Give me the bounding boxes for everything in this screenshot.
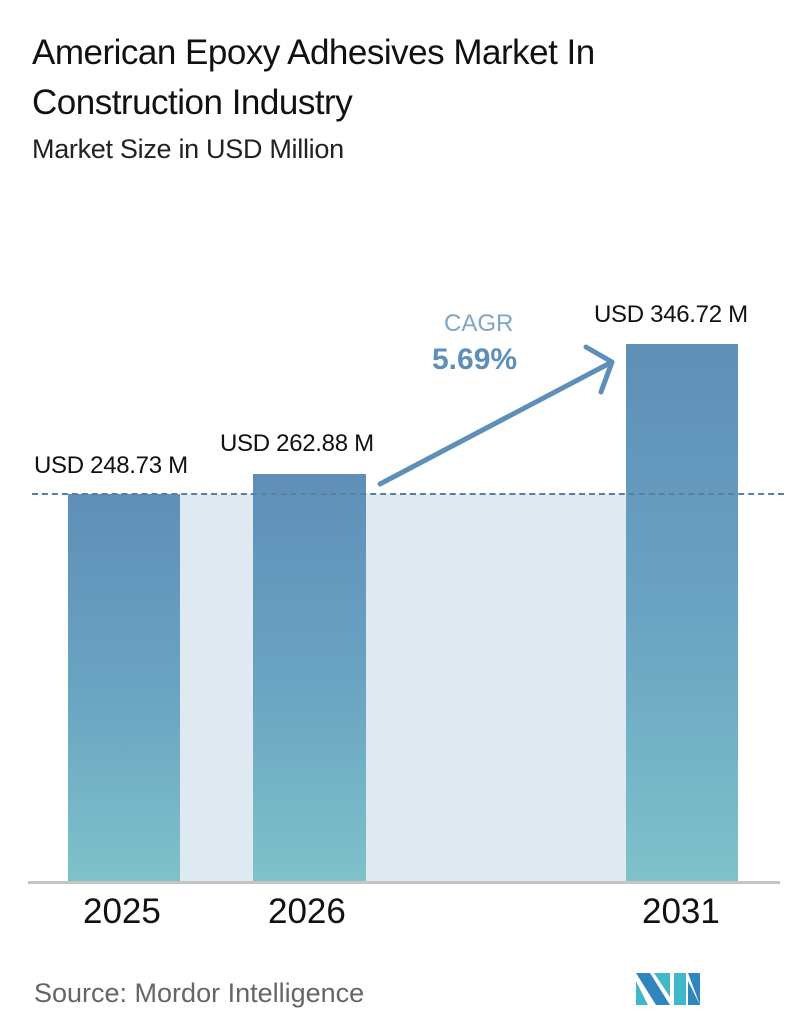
x-axis-line [28,881,780,884]
x-tick-2031: 2031 [642,892,720,931]
cagr-value: 5.69% [432,343,518,376]
bar-2031 [626,344,738,882]
chart-subtitle: Market Size in USD Million [32,134,344,164]
mordor-intelligence-logo-icon [636,973,700,1005]
bar-2026 [253,474,366,882]
chart-title: American Epoxy Adhesives Market In Const… [32,33,595,122]
source-text: Source: Mordor Intelligence [34,978,365,1008]
x-tick-2025: 2025 [83,892,161,931]
bar-label-2025: USD 248.73 M [34,452,188,479]
bar-label-2031: USD 346.72 M [594,301,748,328]
bar-2025 [68,494,180,882]
x-tick-2026: 2026 [268,892,346,931]
bar-label-2026: USD 262.88 M [220,430,374,457]
reference-dashed-line [32,493,784,495]
cagr-label: CAGR [444,310,514,337]
